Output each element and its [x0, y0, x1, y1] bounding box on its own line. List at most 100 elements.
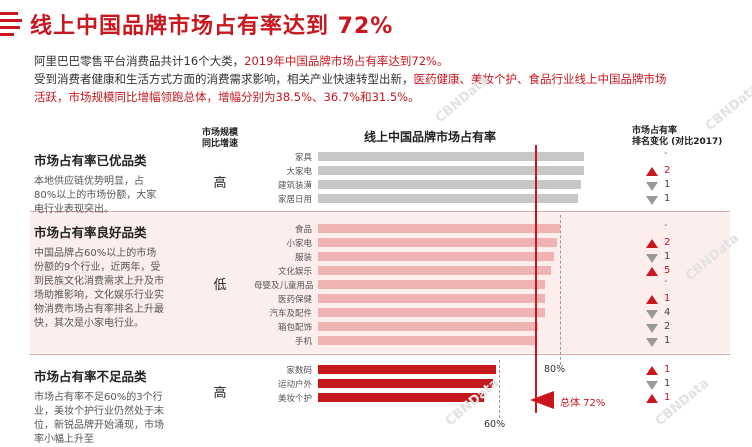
rank-change: 1: [640, 179, 690, 192]
bar-label: 家居日用: [277, 195, 312, 205]
reference-line: [499, 360, 500, 418]
rank-down-icon: [646, 324, 658, 333]
bar-label: 文化娱乐: [277, 267, 312, 277]
rank-change: 2: [640, 321, 690, 334]
rank-down-icon: [646, 310, 658, 319]
axis-note-60: 60%: [484, 419, 506, 430]
bar: [318, 280, 545, 289]
rank-change: -: [640, 220, 690, 236]
rank-change-value: 5: [664, 265, 671, 276]
rank-change: 1: [640, 293, 690, 306]
bar-label: 医药保健: [277, 295, 312, 305]
intro-line1-plain: 阿里巴巴零售平台消费品共计16个大类，: [34, 54, 245, 68]
rank-down-icon: [646, 182, 658, 191]
bar: [318, 308, 545, 317]
section-title: 市场占有率良好品类: [34, 225, 147, 240]
page-title: 线上中国品牌市场占有率达到 72%: [30, 14, 394, 39]
rank-change: 5: [640, 265, 690, 278]
bar: [318, 180, 581, 189]
bar-label: 箱包配饰: [277, 323, 312, 333]
axis-note-80: 80%: [544, 364, 566, 375]
rank-change: 1: [640, 335, 690, 348]
bar-label: 服装: [294, 253, 312, 263]
bar-label: 小家电: [286, 239, 312, 249]
bar-label: 汽车及配件: [269, 309, 312, 319]
section-desc: 中国品牌占60%以上的市场份额的9个行业，近两年，受到民族文化消费需求上升及市场…: [34, 248, 164, 329]
bar: [318, 252, 554, 261]
bar: [318, 266, 551, 275]
rank-change-value: -: [664, 220, 668, 231]
chart-title: 线上中国品牌市场占有率: [363, 130, 496, 144]
rank-change-value: 1: [664, 251, 671, 262]
rank-up-icon: [646, 295, 658, 304]
rank-down-icon: [646, 381, 658, 390]
bar: [318, 224, 560, 233]
section-good: 市场占有率良好品类 中国品牌占60%以上的市场份额的9个行业，近两年，受到民族文…: [34, 222, 164, 331]
title-decoration: [0, 12, 22, 38]
bar: [318, 194, 578, 203]
section-title: 市场占有率已优品类: [34, 153, 147, 168]
reference-line: [535, 145, 537, 413]
bar-label: 家数码: [286, 366, 312, 376]
growth-value: 高: [213, 386, 227, 401]
section-desc: 本地供应链优势明显，占80%以上的市场份额，大家电行业表现突出。: [34, 176, 157, 215]
bar: [318, 166, 584, 175]
rank-change-value: 2: [664, 237, 671, 248]
rank-change-value: 1: [664, 193, 671, 204]
bar: [318, 294, 545, 303]
bar: [318, 365, 497, 374]
intro-line1-red: 2019年中国品牌市场占有率达到72%。: [244, 54, 449, 68]
growth-value: 高: [213, 176, 227, 191]
rank-change-value: 1: [664, 378, 671, 389]
intro-line3-red: 活跃，市场规模同比增幅领跑总体，增幅分别为38.5%、36.7%和31.5%。: [34, 90, 420, 104]
rank-change-value: -: [664, 276, 668, 287]
rank-change-value: -: [664, 148, 668, 159]
rank-up-icon: [646, 239, 658, 248]
rank-change-value: 1: [664, 364, 671, 375]
band-divider: [30, 211, 730, 212]
rank-header: 市场占有率 排名变化 (对比2017): [632, 126, 723, 147]
bar: [318, 322, 539, 331]
rank-change-value: 1: [664, 392, 671, 403]
total-marker: [530, 391, 554, 409]
rank-down-icon: [646, 196, 658, 205]
intro-line2-red: 医药健康、美妆个护、食品行业线上中国品牌市场: [413, 72, 667, 86]
section-desc: 市场占有率不足60%的3个行业，美妆个护行业仍然处于末位，新锐品牌开始涌现，市场…: [34, 392, 164, 445]
bar-label: 家具: [294, 153, 312, 163]
bar-label: 建筑装潢: [277, 181, 312, 191]
rank-change-value: 4: [664, 307, 671, 318]
rank-change-value: 2: [664, 165, 671, 176]
bar: [318, 393, 485, 402]
rank-change: 4: [640, 307, 690, 320]
rank-up-icon: [646, 366, 658, 375]
intro-text: 阿里巴巴零售平台消费品共计16个大类，2019年中国品牌市场占有率达到72%。 …: [34, 52, 734, 106]
growth-value: 低: [213, 278, 227, 293]
rank-up-icon: [646, 394, 658, 403]
total-label: 总体 72%: [560, 398, 606, 409]
bar: [318, 238, 557, 247]
rank-change-value: 1: [664, 293, 671, 304]
rank-down-icon: [646, 254, 658, 263]
bar: [318, 336, 536, 345]
rank-change-value: 2: [664, 321, 671, 332]
rank-change: 1: [640, 193, 690, 206]
rank-change-value: 1: [664, 335, 671, 346]
bar: [318, 152, 584, 161]
intro-line2-plain: 受到消费者健康和生活方式方面的消费需求影响，相关产业快速转型出新，: [34, 72, 414, 86]
rank-up-icon: [646, 167, 658, 176]
bar-label: 大家电: [286, 167, 312, 177]
bar-label: 运动户外: [277, 380, 312, 390]
rank-change-value: 1: [664, 179, 671, 190]
bar-label: 母婴及儿童用品: [254, 281, 314, 291]
reference-line: [560, 215, 561, 365]
rank-change: -: [640, 276, 690, 292]
rank-up-icon: [646, 267, 658, 276]
bar-label: 美妆个护: [277, 394, 312, 404]
rank-change: -: [640, 148, 690, 164]
growth-header: 市场规模 同比增速: [201, 128, 238, 149]
rank-down-icon: [646, 338, 658, 347]
section-title: 市场占有率不足品类: [34, 369, 147, 384]
rank-change: 1: [640, 378, 690, 391]
rank-change: 1: [640, 364, 690, 377]
bar-label: 手机: [294, 337, 312, 347]
